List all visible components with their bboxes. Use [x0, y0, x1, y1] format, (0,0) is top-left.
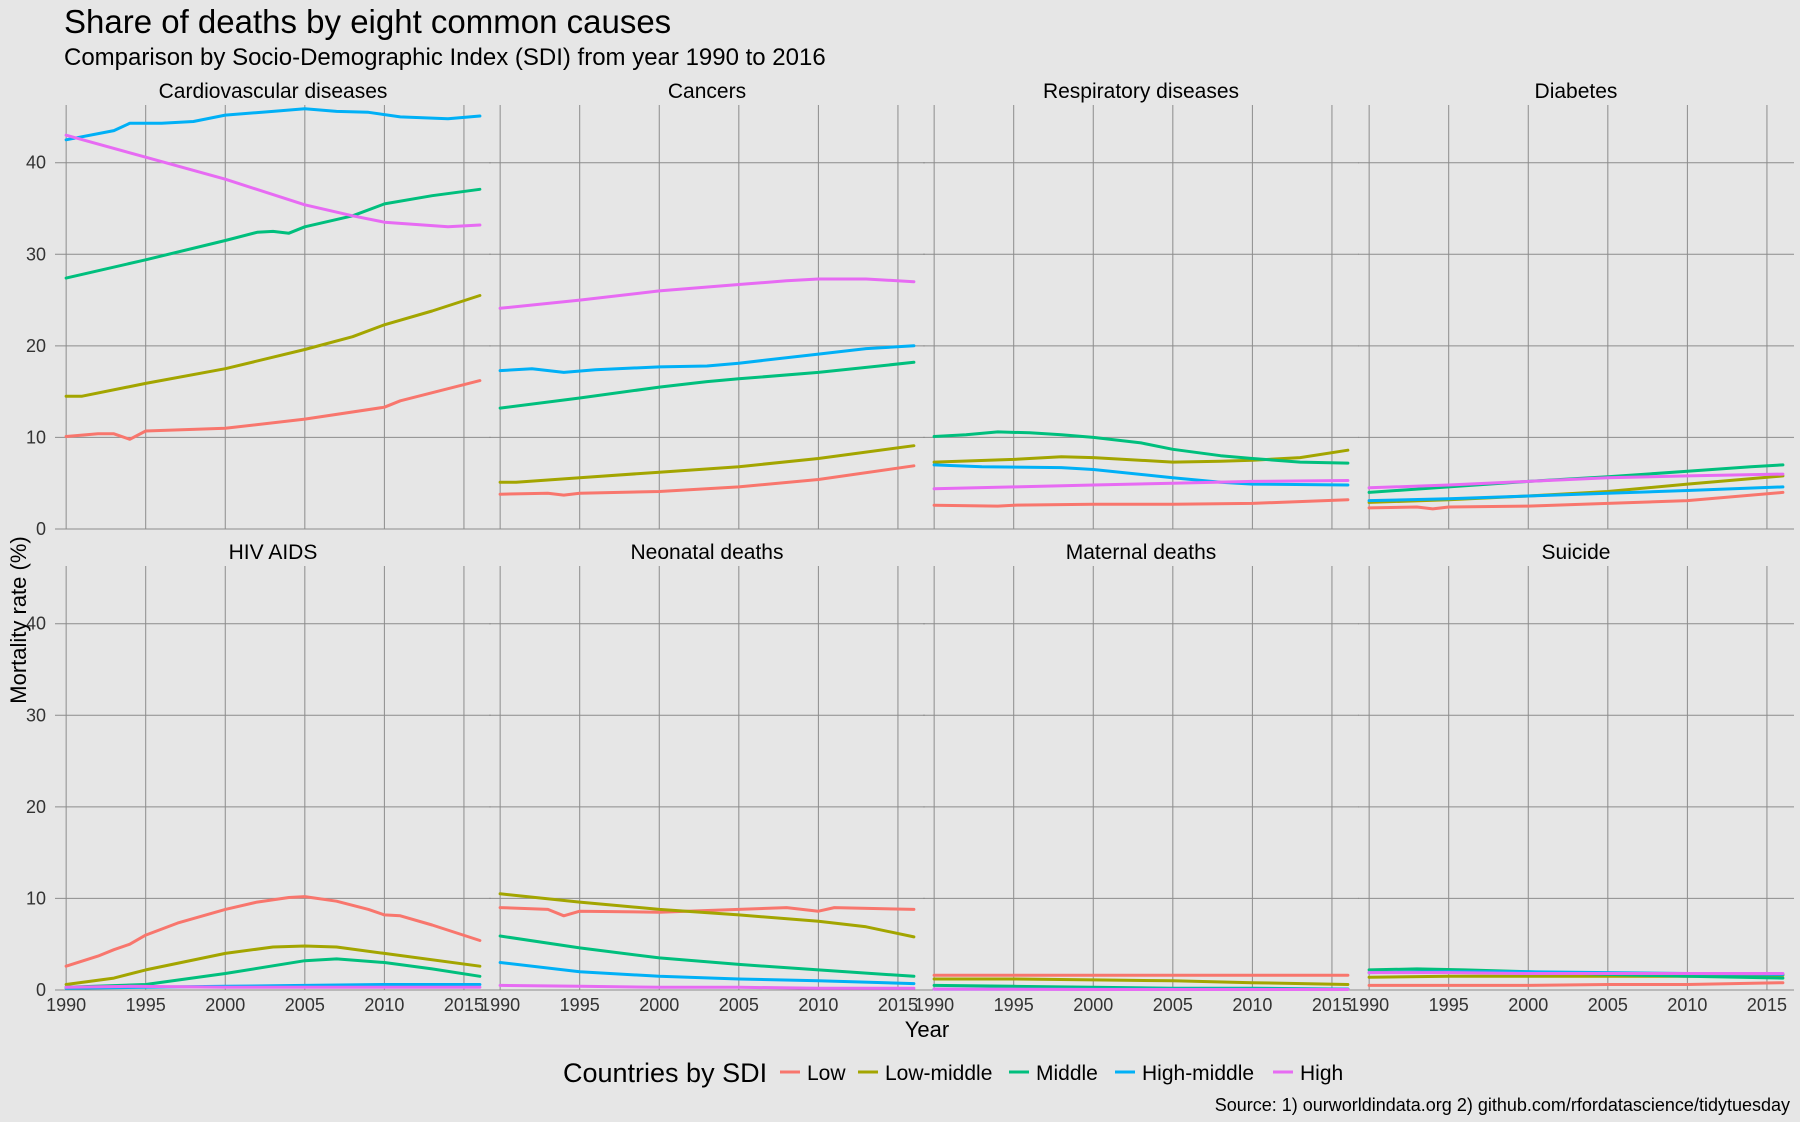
series-line-high-middle [1367, 485, 1785, 503]
x-tick-label: 1990 [914, 995, 954, 1015]
series-line-middle [64, 957, 482, 989]
panel-title: Diabetes [1535, 80, 1618, 103]
x-tick-label: 2010 [798, 995, 838, 1015]
x-tick-label: 2000 [1508, 995, 1548, 1015]
panel-diabetes: Diabetes [1358, 80, 1794, 530]
y-tick-label: 0 [36, 519, 46, 539]
legend-label: High [1300, 1062, 1343, 1085]
panel-title: Maternal deaths [1066, 541, 1217, 564]
panel-title: Cardiovascular diseases [159, 80, 388, 103]
series-line-high-middle [932, 463, 1350, 487]
panel-maternal-deaths: Maternal deaths 1990 1995 2000 2005 2010 2015 [914, 541, 1359, 1015]
legend-item-low: Low [780, 1062, 846, 1085]
y-tick-label: 0 [36, 980, 46, 1000]
facet-panels: Cardiovascular diseases 0 10 20 30 40 Cancers R… [26, 80, 1794, 1015]
series-line-low [1367, 490, 1785, 511]
series-line-low [498, 464, 916, 497]
panel-hiv-aids: HIV AIDS 0 10 20 30 40 1990 1995 2000 2005 2010 201… [26, 541, 491, 1015]
legend-item-middle: Middle [1009, 1062, 1098, 1085]
chart-caption: Source: 1) ourworldindata.org 2) github.… [1215, 1095, 1790, 1115]
y-axis-title: Mortality rate (%) [6, 536, 31, 703]
x-tick-label: 1990 [46, 995, 86, 1015]
series-line-high-middle [498, 961, 916, 986]
y-tick-label: 30 [26, 705, 46, 725]
series-line-low-middle [932, 977, 1350, 986]
legend-item-high-middle: High-middle [1115, 1062, 1254, 1085]
x-axis-title: Year [905, 1017, 949, 1042]
series-line-middle [498, 360, 916, 410]
y-tick-label: 10 [26, 427, 46, 447]
legend-label: Low [807, 1062, 846, 1085]
series-line-high [1367, 472, 1785, 490]
series-line-high-middle [498, 344, 916, 374]
panel-title: Neonatal deaths [631, 541, 784, 564]
legend-label: Middle [1036, 1062, 1098, 1085]
y-tick-label: 20 [26, 336, 46, 356]
y-tick-label: 20 [26, 797, 46, 817]
x-tick-label: 1995 [560, 995, 600, 1015]
legend-item-low-middle: Low-middle [858, 1062, 992, 1085]
series-line-high [64, 133, 482, 229]
series-line-low-middle [64, 944, 482, 986]
x-tick-label: 1995 [1429, 995, 1469, 1015]
x-tick-label: 1995 [126, 995, 166, 1015]
legend-label: Low-middle [885, 1062, 992, 1085]
x-tick-label: 2010 [1232, 995, 1272, 1015]
chart-subtitle: Comparison by Socio-Demographic Index (S… [64, 44, 826, 71]
x-tick-label: 2005 [719, 995, 759, 1015]
series-line-high [64, 984, 482, 989]
x-tick-label: 1990 [1349, 995, 1389, 1015]
series-line-high-middle [64, 107, 482, 142]
series-line-middle [498, 934, 916, 978]
y-tick-label: 10 [26, 888, 46, 908]
x-tick-label: 2010 [364, 995, 404, 1015]
legend: Countries by SDI Low Low-middle Middle High-… [563, 1058, 1343, 1088]
x-tick-label: 2000 [205, 995, 245, 1015]
series-line-low-middle [498, 444, 916, 484]
panel-title: Respiratory diseases [1043, 80, 1239, 103]
series-line-high [498, 983, 916, 990]
x-tick-label: 1995 [994, 995, 1034, 1015]
series-line-high [498, 277, 916, 310]
y-tick-label: 40 [26, 614, 46, 634]
panel-title: Cancers [668, 80, 746, 103]
panel-title: Suicide [1542, 541, 1611, 564]
series-line-high [932, 479, 1350, 491]
y-tick-label: 40 [26, 153, 46, 173]
x-tick-label: 2005 [1153, 995, 1193, 1015]
series-line-low-middle [932, 448, 1350, 464]
legend-item-high: High [1273, 1062, 1343, 1085]
x-tick-label: 2015 [1312, 995, 1352, 1015]
panel-suicide: Suicide 1990 1995 2000 2005 2010 2015 [1349, 541, 1794, 1015]
panel-neonatal-deaths: Neonatal deaths 1990 1995 2000 2005 2010 2015 [480, 541, 925, 1015]
chart-title: Share of deaths by eight common causes [64, 3, 671, 40]
series-line-middle [932, 430, 1350, 465]
series-line-high [1367, 971, 1785, 975]
panel-cancers: Cancers [489, 80, 925, 530]
panel-cardiovascular-diseases: Cardiovascular diseases 0 10 20 30 40 [26, 80, 491, 539]
x-tick-label: 1990 [480, 995, 520, 1015]
x-tick-label: 2005 [1588, 995, 1628, 1015]
y-tick-label: 30 [26, 244, 46, 264]
x-tick-label: 2015 [444, 995, 484, 1015]
panel-respiratory-diseases: Respiratory diseases [923, 80, 1359, 530]
legend-title: Countries by SDI [563, 1058, 767, 1088]
series-line-low-middle [498, 892, 916, 939]
panel-title: HIV AIDS [229, 541, 318, 564]
x-tick-label: 2005 [285, 995, 325, 1015]
x-tick-label: 2015 [1747, 995, 1787, 1015]
series-line-low [64, 895, 482, 968]
series-line-low [1367, 981, 1785, 987]
series-line-middle [64, 187, 482, 280]
x-tick-label: 2010 [1667, 995, 1707, 1015]
series-line-low [932, 498, 1350, 508]
x-tick-label: 2000 [639, 995, 679, 1015]
series-line-low-middle [64, 294, 482, 398]
x-tick-label: 2015 [878, 995, 918, 1015]
series-line-low [64, 379, 482, 441]
legend-label: High-middle [1142, 1062, 1254, 1085]
x-tick-label: 2000 [1073, 995, 1113, 1015]
